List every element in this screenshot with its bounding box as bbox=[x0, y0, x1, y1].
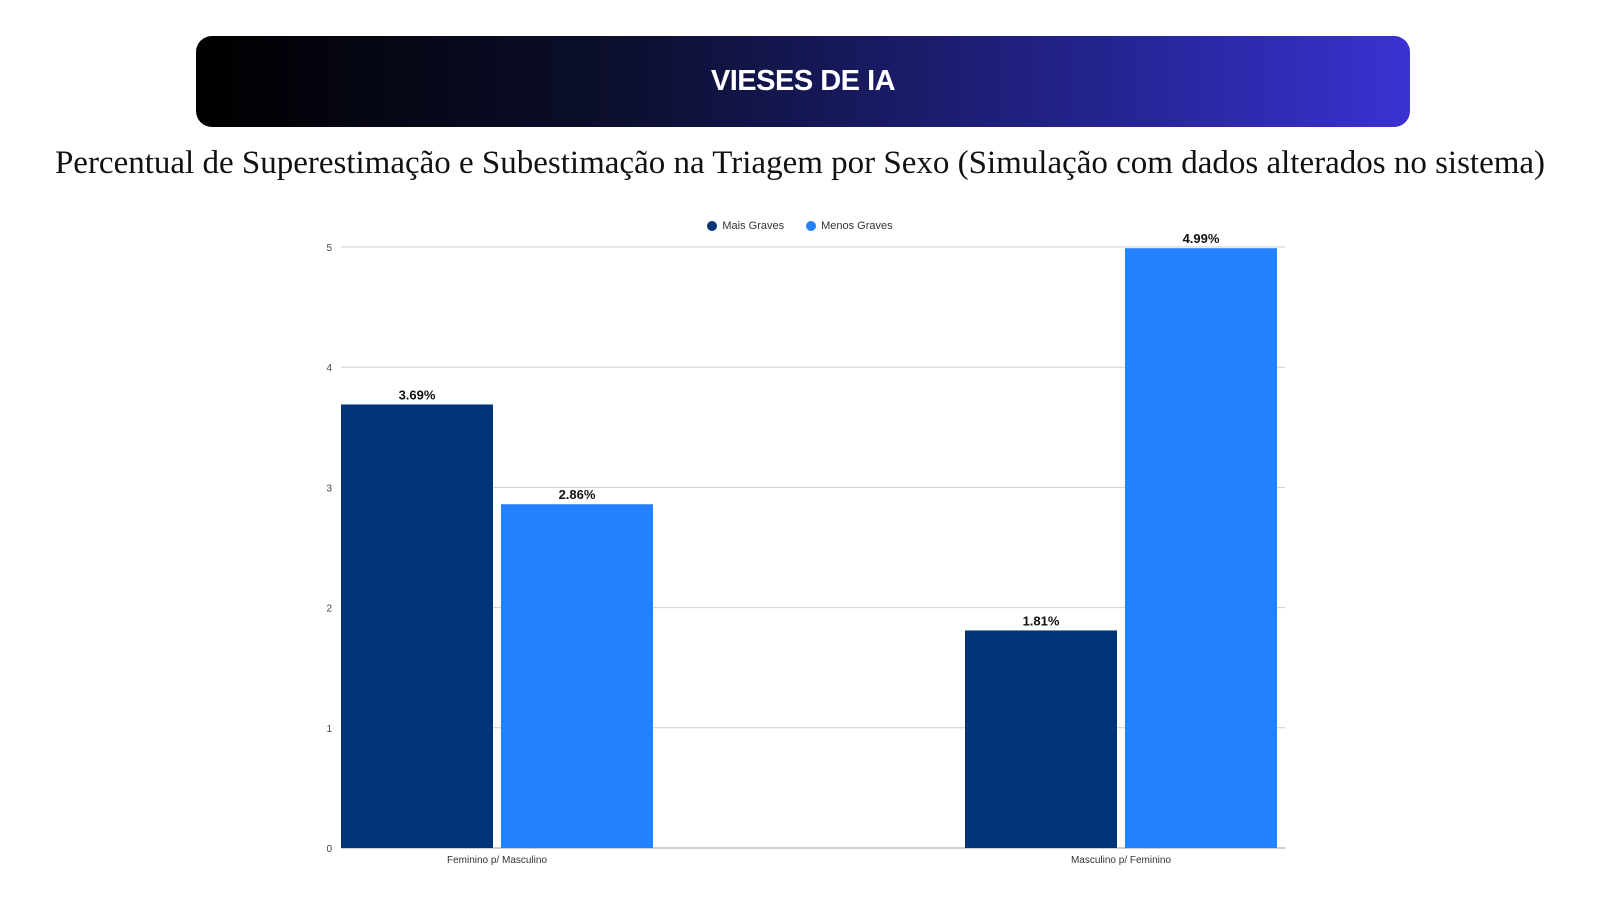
legend-swatch-menos-graves bbox=[806, 221, 817, 231]
bar-value-label: 4.99% bbox=[1183, 231, 1220, 246]
x-category-label: Masculino p/ Feminino bbox=[1071, 855, 1171, 866]
y-tick-label: 0 bbox=[326, 844, 332, 855]
bar-value-label: 2.86% bbox=[559, 487, 596, 502]
bar bbox=[965, 630, 1117, 848]
banner-title: VIESES DE IA bbox=[710, 65, 896, 97]
bar-value-label: 1.81% bbox=[1023, 613, 1060, 628]
bar bbox=[341, 404, 493, 848]
bar-value-label: 3.69% bbox=[399, 387, 436, 402]
legend-label-menos-graves: Menos Graves bbox=[821, 220, 893, 232]
legend-label-mais-graves: Mais Graves bbox=[722, 220, 785, 232]
bar bbox=[501, 504, 653, 848]
bar bbox=[1125, 248, 1277, 848]
y-tick-label: 4 bbox=[326, 363, 332, 374]
chart-subtitle: Percentual de Superestimação e Subestima… bbox=[54, 145, 1546, 181]
legend-item-mais-graves: Mais Graves bbox=[707, 220, 784, 232]
y-tick-label: 2 bbox=[326, 604, 332, 615]
title-banner: VIESES DE IA bbox=[196, 36, 1410, 127]
y-tick-label: 1 bbox=[326, 724, 332, 735]
legend-swatch-mais-graves bbox=[707, 221, 718, 231]
y-tick-label: 5 bbox=[326, 243, 332, 254]
legend-item-menos-graves: Menos Graves bbox=[806, 220, 893, 232]
x-category-label: Feminino p/ Masculino bbox=[447, 855, 547, 866]
y-tick-label: 3 bbox=[326, 483, 332, 494]
chart-legend: Mais Graves Menos Graves bbox=[0, 220, 1600, 232]
